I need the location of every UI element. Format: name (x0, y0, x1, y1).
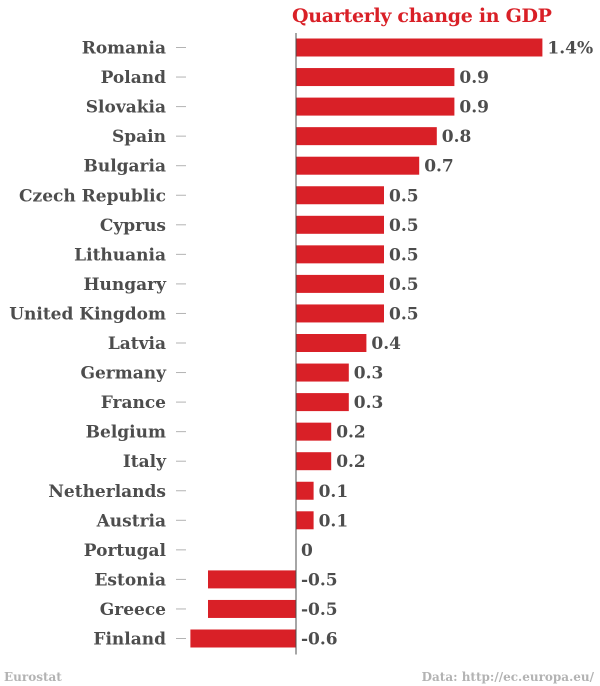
bar-austria (296, 511, 314, 530)
category-label-italy: Italy (123, 452, 167, 472)
value-label-czech-republic: 0.5 (389, 186, 419, 206)
category-label-united-kingdom: United Kingdom (9, 304, 166, 324)
chart-title: Quarterly change in GDP (292, 5, 552, 27)
bar-spain (296, 127, 437, 146)
value-label-belgium: 0.2 (336, 423, 366, 443)
bar-italy (296, 452, 332, 471)
value-label-poland: 0.9 (459, 68, 489, 88)
source-label: Eurostat (4, 670, 62, 684)
value-label-lithuania: 0.5 (389, 245, 419, 265)
bar-lithuania (296, 245, 384, 264)
value-label-cyprus: 0.5 (389, 216, 419, 236)
bar-cyprus (296, 215, 384, 234)
bar-czech-republic (296, 186, 384, 205)
value-label-portugal: 0 (301, 541, 313, 561)
bar-germany (296, 363, 349, 382)
bar-bulgaria (296, 156, 420, 175)
value-label-hungary: 0.5 (389, 275, 419, 295)
category-label-netherlands: Netherlands (48, 482, 166, 502)
category-label-estonia: Estonia (94, 570, 166, 590)
bar-finland (190, 629, 296, 648)
bar-poland (296, 68, 455, 87)
category-label-czech-republic: Czech Republic (19, 186, 166, 206)
bar-hungary (296, 274, 384, 293)
category-label-slovakia: Slovakia (86, 98, 166, 118)
bar-france (296, 393, 349, 412)
value-label-romania: 1.4% (547, 39, 593, 59)
category-label-france: France (101, 393, 166, 413)
value-label-germany: 0.3 (354, 364, 384, 384)
category-label-lithuania: Lithuania (74, 245, 166, 265)
bar-united-kingdom (296, 304, 384, 323)
bar-slovakia (296, 97, 455, 116)
category-label-germany: Germany (80, 364, 167, 384)
bar-greece (208, 599, 296, 618)
category-label-portugal: Portugal (84, 541, 167, 561)
category-label-spain: Spain (112, 127, 166, 147)
value-label-estonia: -0.5 (301, 570, 338, 590)
category-label-poland: Poland (101, 68, 166, 88)
value-label-finland: -0.6 (301, 630, 338, 650)
value-label-greece: -0.5 (301, 600, 338, 620)
category-label-latvia: Latvia (108, 334, 166, 354)
bar-netherlands (296, 481, 314, 500)
bar-estonia (208, 570, 296, 589)
category-label-greece: Greece (100, 600, 166, 620)
data-credit-label: Data: http://ec.europa.eu/ (421, 670, 594, 684)
value-label-france: 0.3 (354, 393, 384, 413)
bar-latvia (296, 334, 367, 352)
category-label-hungary: Hungary (83, 275, 167, 295)
category-label-finland: Finland (93, 630, 166, 650)
value-label-austria: 0.1 (319, 511, 349, 531)
bar-romania (296, 38, 543, 57)
value-label-italy: 0.2 (336, 452, 366, 472)
value-label-slovakia: 0.9 (459, 98, 489, 118)
category-label-cyprus: Cyprus (100, 216, 166, 236)
category-label-bulgaria: Bulgaria (83, 157, 166, 177)
value-label-spain: 0.8 (442, 127, 472, 147)
category-label-romania: Romania (82, 39, 166, 59)
value-label-latvia: 0.4 (371, 334, 401, 354)
value-label-netherlands: 0.1 (319, 482, 349, 502)
bar-belgium (296, 422, 332, 441)
value-label-united-kingdom: 0.5 (389, 304, 419, 324)
value-label-bulgaria: 0.7 (424, 157, 454, 177)
category-label-austria: Austria (96, 511, 166, 531)
category-label-belgium: Belgium (86, 423, 166, 443)
